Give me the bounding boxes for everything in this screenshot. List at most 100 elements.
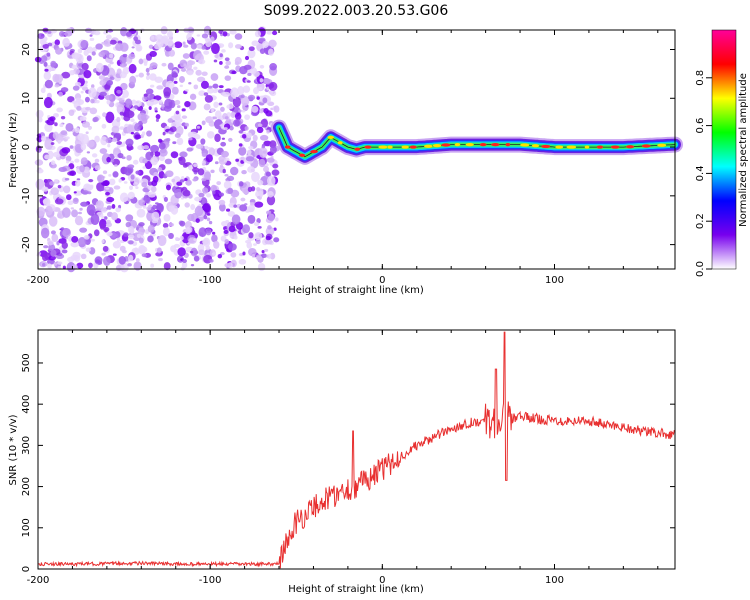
- noise-speck: [259, 134, 269, 141]
- noise-speck: [107, 143, 111, 148]
- noise-speck: [257, 226, 262, 229]
- noise-speck: [44, 79, 53, 89]
- ridge-hotspot: [387, 145, 393, 149]
- noise-speck: [170, 151, 179, 159]
- ridge-hotspot: [584, 145, 590, 149]
- noise-speck: [177, 118, 183, 123]
- noise-speck: [99, 148, 108, 154]
- noise-speck: [161, 62, 167, 67]
- noise-speck: [127, 191, 135, 200]
- noise-speck: [194, 196, 202, 202]
- noise-speck: [194, 205, 204, 217]
- noise-speck: [156, 85, 164, 90]
- noise-speck: [64, 47, 69, 50]
- noise-speck: [188, 137, 193, 141]
- noise-speck: [63, 185, 71, 194]
- ridge-hotspot: [566, 145, 577, 149]
- noise-speck: [85, 247, 91, 252]
- snr-x-tick-label: -100: [199, 575, 222, 586]
- colorbar-tick-label: 0.2: [695, 213, 706, 229]
- noise-speck: [101, 239, 105, 244]
- noise-speck: [142, 158, 148, 164]
- noise-speck: [223, 229, 229, 235]
- noise-speck: [89, 37, 95, 42]
- noise-speck: [71, 236, 79, 243]
- noise-speck: [128, 240, 134, 245]
- noise-speck: [237, 86, 245, 96]
- colorbar-tick-label: 0.4: [695, 165, 706, 181]
- noise-speck: [158, 138, 163, 143]
- noise-speck: [135, 226, 139, 231]
- noise-speck: [158, 142, 166, 150]
- noise-speck: [226, 175, 235, 182]
- noise-speck: [118, 97, 123, 101]
- noise-speck: [186, 147, 194, 152]
- noise-speck: [90, 213, 100, 225]
- snr-x-tick-label: 0: [379, 575, 385, 586]
- noise-speck: [263, 78, 269, 83]
- noise-speck: [122, 89, 129, 98]
- noise-speck: [58, 91, 63, 97]
- noise-speck: [154, 76, 164, 83]
- noise-speck: [198, 59, 206, 65]
- noise-speck: [67, 256, 75, 263]
- noise-speck: [168, 232, 174, 239]
- noise-speck: [244, 55, 250, 61]
- noise-speck: [125, 214, 134, 222]
- noise-speck: [60, 130, 68, 136]
- noise-speck: [74, 143, 83, 153]
- noise-speck: [245, 239, 252, 244]
- noise-speck: [42, 43, 49, 49]
- noise-speck: [134, 100, 142, 107]
- noise-speck: [88, 87, 97, 98]
- noise-speck: [141, 253, 147, 258]
- noise-speck: [155, 114, 161, 120]
- noise-speck: [247, 186, 253, 193]
- noise-speck: [271, 169, 280, 176]
- noise-speck: [246, 80, 251, 83]
- noise-speck: [262, 40, 269, 49]
- noise-speck: [242, 224, 251, 234]
- noise-speck: [218, 199, 226, 206]
- noise-speck: [80, 161, 87, 165]
- noise-speck: [220, 106, 225, 112]
- noise-speck: [133, 261, 142, 271]
- spectrogram-frame: [37, 29, 676, 270]
- noise-speck: [193, 238, 197, 242]
- noise-speck: [162, 131, 166, 136]
- noise-speck: [189, 250, 194, 254]
- noise-speck: [71, 64, 78, 70]
- noise-speck: [169, 126, 177, 133]
- ridge-hotspot: [491, 143, 500, 147]
- noise-speck: [105, 187, 110, 190]
- noise-speck: [58, 31, 65, 37]
- noise-speck: [67, 200, 74, 206]
- noise-speck: [125, 221, 132, 228]
- noise-speck: [163, 214, 171, 222]
- ridge-hotspot: [364, 145, 372, 149]
- noise-speck: [102, 180, 110, 186]
- noise-speck: [196, 44, 202, 50]
- noise-speck: [265, 171, 271, 177]
- noise-speck: [142, 166, 146, 169]
- noise-speck: [69, 145, 74, 149]
- noise-speck: [238, 146, 247, 156]
- noise-speck: [268, 81, 278, 91]
- noise-speck: [74, 82, 82, 87]
- noise-speck: [108, 178, 116, 186]
- noise-speck: [138, 237, 144, 244]
- noise-speck: [175, 236, 179, 241]
- noise-speck: [48, 216, 58, 227]
- noise-speck: [47, 239, 54, 246]
- noise-speck: [128, 53, 136, 60]
- noise-speck: [158, 148, 168, 157]
- noise-speck: [263, 248, 269, 252]
- noise-speck: [147, 235, 154, 243]
- noise-speck: [230, 252, 237, 258]
- noise-speck: [89, 34, 93, 37]
- noise-speck: [257, 262, 266, 272]
- noise-speck: [102, 245, 109, 252]
- noise-speck: [205, 154, 213, 163]
- noise-speck: [120, 26, 128, 37]
- noise-speck: [163, 86, 172, 97]
